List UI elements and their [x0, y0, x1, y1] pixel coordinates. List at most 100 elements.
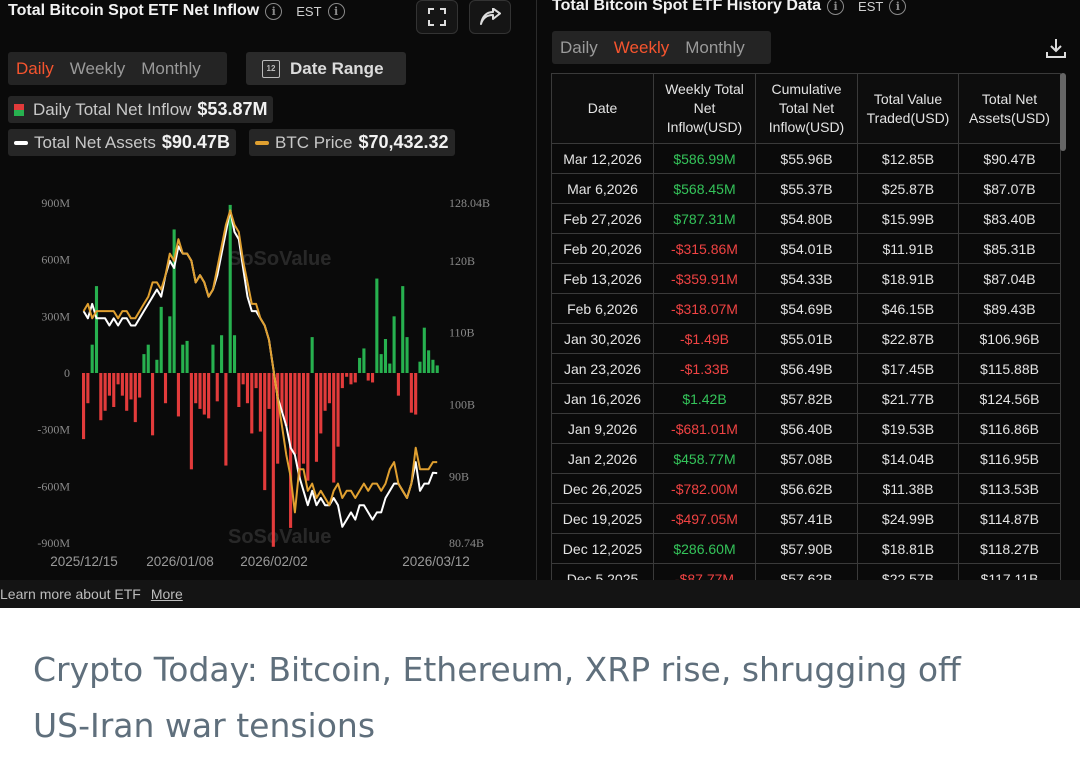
- inflow-bar: [314, 373, 319, 462]
- y-axis-left-tick: 0: [64, 366, 70, 380]
- legend-btc-price-value: $70,432.32: [358, 132, 449, 152]
- table-row[interactable]: Mar 12,2026 $586.99M $55.96B $12.85B $90.47B: [551, 143, 1061, 174]
- tab-daily[interactable]: Daily: [560, 37, 598, 57]
- cell-total-value-traded: $18.91B: [857, 263, 959, 294]
- legend-net-assets[interactable]: Total Net Assets $90.47B: [8, 129, 236, 156]
- cell-total-value-traded: $11.38B: [857, 473, 959, 504]
- col-total-net-assets[interactable]: Total Net Assets(USD): [958, 73, 1061, 144]
- inflow-bar: [125, 373, 129, 411]
- cell-weekly-net-inflow: $586.99M: [653, 143, 756, 174]
- inflow-bar: [379, 354, 383, 373]
- inflow-bar: [90, 344, 94, 373]
- tab-daily[interactable]: Daily: [16, 58, 54, 78]
- cell-weekly-net-inflow: -$1.49B: [653, 323, 756, 354]
- inflow-bar: [116, 373, 120, 385]
- table-row[interactable]: Feb 27,2026 $787.31M $54.80B $15.99B $83.40B: [551, 203, 1061, 234]
- x-axis-tick: 2025/12/15: [50, 554, 118, 569]
- legend-daily-inflow[interactable]: Daily Total Net Inflow $53.87M: [8, 96, 274, 123]
- legend-btc-price[interactable]: BTC Price $70,432.32: [249, 129, 455, 156]
- share-icon[interactable]: [469, 0, 511, 34]
- inflow-bar: [435, 365, 439, 373]
- table-row[interactable]: Jan 9,2026 -$681.01M $56.40B $19.53B $116.86…: [551, 413, 1061, 444]
- cell-total-net-assets: $90.47B: [958, 143, 1061, 174]
- calendar-icon: 12: [262, 59, 280, 78]
- history-table: Date Weekly Total Net Inflow(USD) Cumula…: [551, 73, 1061, 594]
- table-row[interactable]: Dec 12,2025 $286.60M $57.90B $18.81B $118.27…: [551, 533, 1061, 564]
- inflow-period-tabs: Daily Weekly Monthly: [8, 52, 227, 85]
- legend-daily-inflow-label: Daily Total Net Inflow: [33, 99, 192, 119]
- more-link[interactable]: More: [150, 586, 183, 602]
- fullscreen-icon[interactable]: [416, 0, 458, 34]
- table-row[interactable]: Jan 23,2026 -$1.33B $56.49B $17.45B $115.88B: [551, 353, 1061, 384]
- inflow-bar: [388, 363, 392, 373]
- cell-total-value-traded: $19.53B: [857, 413, 959, 444]
- legend-bar-swatch: [14, 103, 24, 116]
- cell-weekly-net-inflow: -$681.01M: [653, 413, 756, 444]
- cell-weekly-net-inflow: $787.31M: [653, 203, 756, 234]
- table-row[interactable]: Feb 6,2026 -$318.07M $54.69B $46.15B $89.43B: [551, 293, 1061, 324]
- footer-text: Learn more about ETF: [0, 586, 141, 602]
- legend-net-assets-value: $90.47B: [161, 132, 230, 152]
- tab-monthly[interactable]: Monthly: [141, 58, 201, 78]
- tab-weekly[interactable]: Weekly: [69, 58, 126, 78]
- table-row[interactable]: Feb 13,2026 -$359.91M $54.33B $18.91B $87.04…: [551, 263, 1061, 294]
- timezone-info-icon[interactable]: i: [327, 2, 345, 20]
- x-axis-tick: 2026/03/12: [402, 554, 470, 569]
- table-row[interactable]: Jan 2,2026 $458.77M $57.08B $14.04B $116.95B: [551, 443, 1061, 474]
- cell-weekly-net-inflow: -$1.33B: [653, 353, 756, 384]
- cell-cumulative-net-inflow: $57.08B: [755, 443, 858, 474]
- download-icon[interactable]: [1042, 34, 1070, 62]
- inflow-bar: [112, 373, 116, 407]
- inflow-bar: [133, 373, 137, 423]
- cell-total-net-assets: $115.88B: [958, 353, 1061, 384]
- table-row[interactable]: Feb 20,2026 -$315.86M $54.01B $11.91B $85.31…: [551, 233, 1061, 264]
- tab-monthly[interactable]: Monthly: [685, 37, 745, 57]
- watermark: SoSoValue: [228, 248, 331, 270]
- inflow-bar: [198, 373, 202, 409]
- inflow-bar: [383, 339, 388, 373]
- inflow-bar: [181, 344, 185, 373]
- date-range-button[interactable]: 12 Date Range: [246, 52, 406, 85]
- table-row[interactable]: Mar 6,2026 $568.45M $55.37B $25.87B $87.07B: [551, 173, 1061, 204]
- col-weekly-net-inflow[interactable]: Weekly Total Net Inflow(USD): [653, 73, 756, 144]
- inflow-bar: [228, 204, 232, 373]
- inflow-bar: [358, 357, 362, 373]
- col-cumulative-net-inflow[interactable]: Cumulative Total Net Inflow(USD): [755, 73, 858, 144]
- y-axis-right-tick: 80.74B: [449, 536, 484, 550]
- inflow-bar: [215, 373, 219, 402]
- table-row[interactable]: Jan 30,2026 -$1.49B $55.01B $22.87B $106.96B: [551, 323, 1061, 354]
- col-total-value-traded[interactable]: Total Value Traded(USD): [857, 73, 959, 144]
- inflow-bar: [159, 306, 163, 373]
- y-axis-right-tick: 100B: [449, 398, 475, 412]
- table-row[interactable]: Jan 16,2026 $1.42B $57.82B $21.77B $124.56B: [551, 383, 1061, 414]
- inflow-bar: [392, 316, 396, 373]
- inflow-bar: [293, 373, 297, 455]
- table-row[interactable]: Dec 26,2025 -$782.00M $56.62B $11.38B $113.5…: [551, 473, 1061, 504]
- btc-price-line: [82, 209, 438, 514]
- inflow-bar: [306, 373, 310, 481]
- cell-cumulative-net-inflow: $55.01B: [755, 323, 858, 354]
- inflow-bar: [142, 354, 146, 373]
- info-icon[interactable]: i: [265, 2, 283, 20]
- tab-weekly[interactable]: Weekly: [613, 37, 670, 57]
- article-headline[interactable]: Crypto Today: Bitcoin, Ethereum, XRP ris…: [33, 650, 961, 745]
- cell-total-value-traded: $24.99B: [857, 503, 959, 534]
- inflow-bar: [345, 373, 349, 377]
- cell-total-net-assets: $106.96B: [958, 323, 1061, 354]
- cell-total-net-assets: $87.04B: [958, 263, 1061, 294]
- net-inflow-chart[interactable]: 900M 600M 300M 0 -300M -600M -900M 128.04B 120B 1…: [0, 185, 536, 580]
- table-scrollbar[interactable]: [1060, 73, 1066, 151]
- inflow-bar: [353, 373, 357, 383]
- date-range-label: Date Range: [290, 58, 384, 78]
- timezone-info-icon[interactable]: i: [889, 0, 907, 15]
- cell-weekly-net-inflow: -$782.00M: [653, 473, 756, 504]
- cell-cumulative-net-inflow: $57.82B: [755, 383, 858, 414]
- col-date[interactable]: Date: [551, 73, 654, 144]
- inflow-bar: [297, 373, 301, 479]
- y-axis-left-tick: 900M: [41, 196, 70, 210]
- inflow-bar: [241, 373, 245, 385]
- cell-date: Mar 12,2026: [551, 143, 654, 174]
- inflow-bar: [327, 373, 331, 404]
- table-row[interactable]: Dec 19,2025 -$497.05M $57.41B $24.99B $114.8…: [551, 503, 1061, 534]
- info-icon[interactable]: i: [827, 0, 845, 15]
